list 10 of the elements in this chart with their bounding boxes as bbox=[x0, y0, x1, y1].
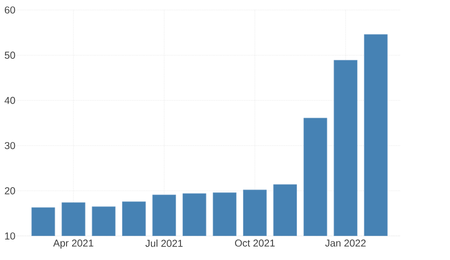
x-tick-label: Apr 2021 bbox=[53, 240, 94, 249]
x-tick-label: Oct 2021 bbox=[235, 240, 275, 247]
y-tick-label: 10 bbox=[5, 232, 16, 240]
x-tick-label: Jul 2021 bbox=[145, 240, 183, 247]
y-tick-label: 30 bbox=[4, 142, 16, 150]
y-tick-label: 50 bbox=[4, 52, 16, 59]
y-tick-label: 20 bbox=[4, 187, 16, 194]
y-tick-label: 60 bbox=[4, 6, 16, 14]
y-tick-label: 40 bbox=[4, 96, 16, 104]
x-tick-label: Jan 2022 bbox=[325, 240, 366, 247]
